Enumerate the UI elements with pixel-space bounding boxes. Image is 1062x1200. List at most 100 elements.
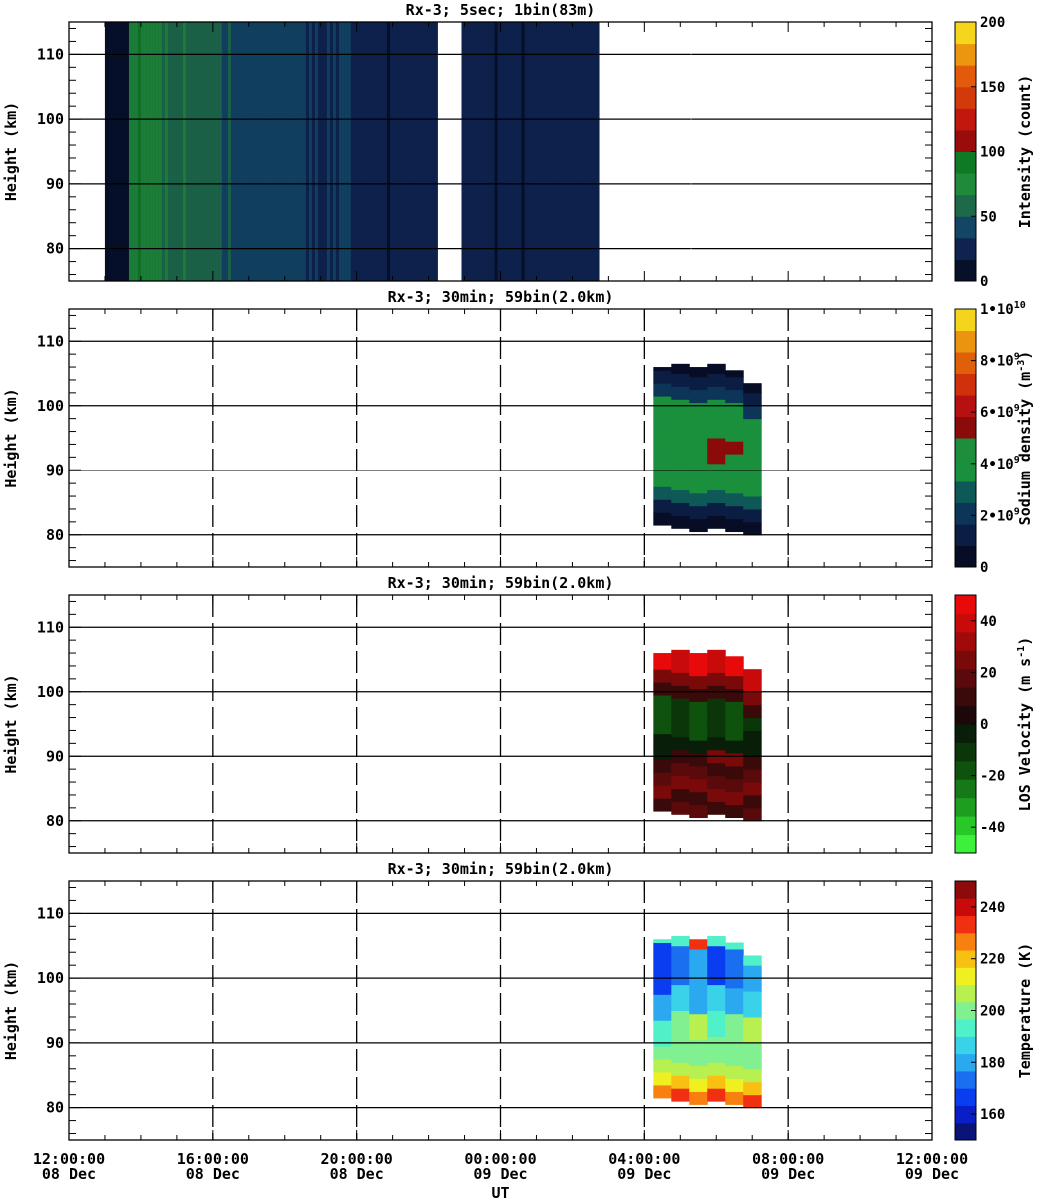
colorbar-swatch	[955, 898, 976, 917]
data-cell	[653, 759, 672, 773]
intensity-column	[215, 22, 219, 281]
data-cell	[707, 762, 726, 777]
colorbar-label: Intensity (count)	[1016, 75, 1034, 229]
data-cell	[725, 518, 744, 533]
intensity-column	[503, 22, 507, 281]
data-cell	[725, 948, 744, 963]
data-cell	[743, 470, 762, 484]
intensity-column	[260, 22, 264, 281]
data-cell	[653, 720, 672, 735]
intensity-column	[521, 22, 525, 281]
data-cell	[743, 1094, 762, 1109]
data-cell	[689, 675, 708, 690]
x-tick-label: 16:00:00	[177, 1150, 249, 1168]
intensity-column	[158, 22, 162, 281]
intensity-column	[311, 22, 315, 281]
colorbar-swatch	[955, 502, 976, 525]
colorbar-tick-label: 0	[980, 717, 988, 733]
data-cell	[707, 801, 726, 815]
data-cell	[707, 450, 726, 465]
intensity-column	[575, 22, 579, 281]
colorbar-swatch	[955, 724, 976, 743]
data-cell	[743, 405, 762, 420]
data-cell	[689, 740, 708, 754]
colorbar-swatch	[955, 438, 976, 460]
x-tick-date: 08 Dec	[42, 1165, 96, 1183]
intensity-column	[512, 22, 516, 281]
intensity-column	[362, 22, 366, 281]
intensity-column	[356, 22, 360, 281]
data-cell	[653, 798, 672, 812]
data-cell	[707, 958, 726, 973]
data-cell	[707, 649, 726, 660]
data-cell	[671, 762, 690, 777]
intensity-column	[569, 22, 573, 281]
colorbar-swatch	[955, 1105, 976, 1124]
data-cell	[725, 1091, 744, 1105]
data-cell	[743, 483, 762, 497]
colorbar-swatch	[955, 259, 976, 282]
data-cell	[707, 373, 726, 387]
x-tick-date: 09 Dec	[617, 1165, 671, 1183]
data-cell	[689, 804, 708, 819]
data-cell	[707, 1010, 726, 1024]
colorbar-swatch	[955, 524, 976, 546]
data-cell	[689, 376, 708, 391]
colorbar-swatch	[955, 151, 976, 174]
colorbar-swatch	[955, 1036, 976, 1055]
intensity-column	[110, 22, 114, 281]
data-cell	[689, 688, 708, 702]
colorbar-swatch	[955, 967, 976, 986]
intensity-column	[404, 22, 408, 281]
data-cell	[689, 467, 708, 481]
intensity-column	[383, 22, 387, 281]
intensity-column	[419, 22, 423, 281]
data-cell	[671, 997, 690, 1011]
intensity-column	[359, 22, 363, 281]
data-cell	[725, 740, 744, 754]
intensity-column	[116, 22, 120, 281]
x-tick-label: 08:00:00	[752, 1150, 824, 1168]
intensity-column	[287, 22, 291, 281]
panel-3: Rx-3; 30min; 59bin(2.0km) 80 90 100 110 Heigh…	[2, 574, 1034, 854]
data-cell	[725, 479, 744, 494]
data-cell	[707, 1088, 726, 1102]
intensity-column	[236, 22, 240, 281]
data-cell	[653, 994, 672, 1008]
data-cell	[653, 499, 672, 513]
data-cell	[725, 1078, 744, 1092]
colorbar-swatch	[955, 613, 976, 633]
intensity-column	[428, 22, 432, 281]
colorbar-tick-label: 1•1010	[980, 300, 1026, 318]
data-cell	[707, 425, 726, 439]
data-cell	[743, 1081, 762, 1096]
data-cell	[653, 421, 672, 436]
data-cell	[671, 489, 690, 503]
data-cell	[689, 428, 708, 442]
intensity-column	[488, 22, 492, 281]
colorbar-tick-label: -20	[980, 769, 1005, 785]
data-cell	[689, 1000, 708, 1015]
intensity-column	[140, 22, 144, 281]
intensity-column	[200, 22, 204, 281]
data-cell	[689, 1065, 708, 1079]
intensity-column	[281, 22, 285, 281]
intensity-column	[491, 22, 495, 281]
colorbar-frame	[954, 308, 977, 568]
data-cell	[653, 473, 672, 487]
data-cell	[653, 981, 672, 995]
data-cell	[707, 936, 726, 947]
data-cell	[689, 653, 708, 664]
colorbar-swatch	[955, 1053, 976, 1072]
y-tick-label: 100	[37, 969, 64, 987]
intensity-column	[188, 22, 192, 281]
intensity-column	[560, 22, 564, 281]
intensity-column	[155, 22, 159, 281]
data-cell	[707, 724, 726, 738]
intensity-column	[506, 22, 510, 281]
data-cell	[653, 434, 672, 449]
data-cell	[725, 1013, 744, 1028]
intensity-column	[368, 22, 372, 281]
data-cell	[671, 659, 690, 673]
